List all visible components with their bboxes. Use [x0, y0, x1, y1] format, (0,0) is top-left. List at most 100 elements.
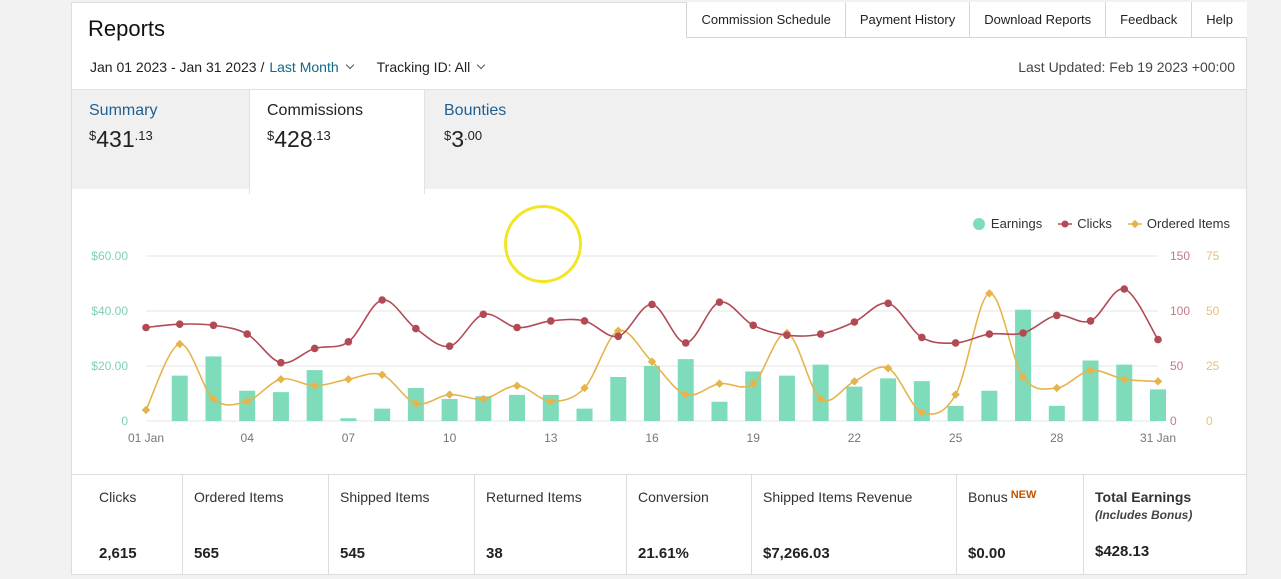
earnings-bar: [1082, 360, 1099, 421]
amount-whole: 431: [96, 126, 135, 152]
currency-symbol: $: [444, 128, 452, 143]
earnings-bar: [171, 375, 188, 421]
tab-commissions-label: Commissions: [267, 102, 364, 119]
ordered-items-point: [951, 390, 960, 399]
clicks-point: [681, 339, 690, 347]
y-tick-label-clicks: 0: [1170, 414, 1177, 428]
ordered-items-point: [1153, 377, 1163, 386]
stat-value: $428.13: [1095, 543, 1150, 560]
stat-label: Clicks: [99, 489, 137, 505]
ordered-items-point: [1086, 366, 1095, 375]
earnings-bar: [846, 386, 863, 421]
clicks-point: [783, 331, 791, 339]
earnings-bar: [272, 392, 289, 421]
tab-bounties-label: Bounties: [444, 102, 507, 119]
clicks-point: [1120, 285, 1129, 293]
chevron-down-icon: [477, 60, 486, 70]
tab-commissions[interactable]: Commissions $ 428 .13: [249, 90, 425, 194]
ordered-items-point: [209, 394, 218, 404]
y-tick-label-items: 50: [1206, 304, 1220, 318]
earnings-bar: [778, 375, 795, 421]
legend-earnings-label: Earnings: [990, 216, 1043, 231]
filter-bar: Jan 01 2023 - Jan 31 2023 / Last Month T…: [90, 59, 486, 75]
currency-symbol: $: [89, 128, 97, 143]
stats-bar: Clicks 2,615 Ordered Items 565 Shipped I…: [72, 474, 1246, 575]
tracking-id-dropdown[interactable]: Tracking ID: All: [377, 59, 486, 75]
earnings-bar: [1015, 309, 1032, 421]
amount-whole: 3: [451, 126, 465, 152]
earnings-bar: [677, 359, 694, 421]
download-reports-button[interactable]: Download Reports: [969, 2, 1106, 37]
legend-clicks[interactable]: Clicks: [1058, 216, 1112, 231]
earnings-bar: [644, 366, 660, 421]
legend-ordered-items[interactable]: Ordered Items: [1127, 216, 1230, 231]
legend-earnings[interactable]: Earnings: [972, 216, 1042, 231]
clicks-line-icon: [1058, 220, 1073, 227]
clicks-point: [142, 323, 150, 332]
amount-whole: 428: [274, 126, 313, 152]
earnings-bar: [947, 405, 964, 421]
y-tick-label-items: 0: [1206, 414, 1213, 428]
stat-label: Bonus NEW: [968, 489, 1072, 505]
ordered-items-point: [242, 396, 252, 406]
y-tick-label-left: $60.00: [91, 249, 128, 263]
summary-amount: $ 431 .13: [89, 126, 233, 153]
tab-summary[interactable]: Summary $ 431 .13: [72, 90, 250, 190]
clicks-point: [715, 298, 724, 306]
stat-value: 2,615: [99, 545, 137, 562]
clicks-point: [850, 318, 859, 326]
clicks-point: [985, 330, 994, 338]
x-tick-label: 07: [342, 431, 356, 445]
cursor-highlight: [504, 205, 582, 283]
earnings-bar: [374, 408, 391, 421]
top-nav: Commission Schedule Payment History Down…: [686, 2, 1247, 38]
x-tick-label: 28: [1050, 431, 1064, 445]
help-button[interactable]: Help: [1191, 2, 1247, 37]
payment-history-button[interactable]: Payment History: [844, 2, 970, 37]
clicks-point: [243, 330, 251, 338]
earnings-bar: [205, 356, 222, 421]
clicks-point: [648, 300, 656, 309]
earnings-bar: [306, 370, 323, 421]
feedback-button[interactable]: Feedback: [1105, 2, 1192, 37]
ordered-items-point: [681, 390, 690, 399]
stat-label: Shipped Items Revenue: [763, 489, 913, 505]
new-badge: NEW: [1010, 489, 1037, 501]
ordered-items-point: [377, 370, 387, 380]
chevron-down-icon[interactable]: [345, 60, 354, 70]
ordered-items-point: [479, 394, 488, 404]
earnings-bar: [610, 377, 627, 421]
ordered-items-point: [748, 379, 758, 388]
earnings-bar: [1048, 405, 1065, 421]
tab-summary-label: Summary: [89, 102, 158, 119]
commission-schedule-button[interactable]: Commission Schedule: [687, 2, 845, 37]
stat-value: $0.00: [968, 545, 1006, 562]
y-tick-label-items: 75: [1206, 249, 1220, 263]
stat-value: 38: [486, 545, 503, 562]
x-tick-label: 22: [848, 431, 862, 445]
commissions-amount: $ 428 .13: [267, 126, 407, 153]
earnings-bar: [239, 390, 256, 421]
last-updated: Last Updated: Feb 19 2023 +00:00: [1018, 59, 1235, 75]
tab-bounties[interactable]: Bounties $ 3 .00: [427, 90, 603, 190]
clicks-point: [513, 323, 521, 332]
clicks-point: [378, 296, 386, 304]
clicks-point: [1019, 329, 1027, 337]
stat-value: 21.61%: [638, 545, 689, 562]
stat-ordered-items: Ordered Items 565: [182, 475, 328, 575]
x-tick-label: 16: [645, 431, 659, 445]
clicks-point: [1086, 317, 1095, 325]
clicks-point: [951, 339, 960, 347]
ordered-items-point: [276, 374, 286, 384]
period-dropdown[interactable]: Last Month: [269, 59, 339, 75]
earnings-dot-icon: [972, 217, 985, 230]
y-tick-label-clicks: 150: [1170, 249, 1190, 263]
stat-value: $7,266.03: [763, 545, 830, 562]
clicks-point: [445, 342, 454, 350]
clicks-point: [277, 358, 285, 367]
clicks-point: [344, 338, 353, 346]
date-range: Jan 01 2023 - Jan 31 2023 /: [90, 59, 265, 75]
ordered-items-point: [344, 374, 353, 384]
clicks-point: [580, 317, 589, 325]
stat-label: Ordered Items: [194, 489, 284, 505]
